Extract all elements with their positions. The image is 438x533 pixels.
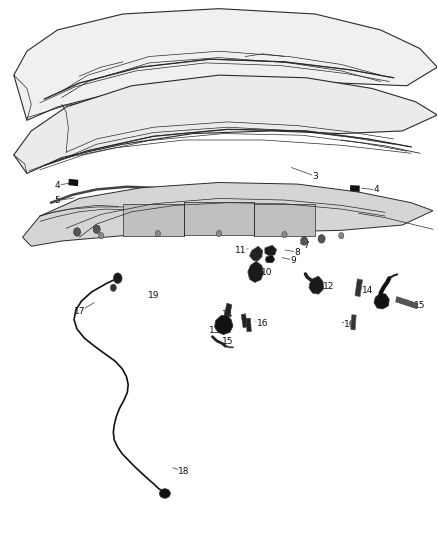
Circle shape [74,228,81,236]
Text: 7: 7 [72,231,78,240]
Text: 13: 13 [209,326,220,335]
FancyBboxPatch shape [184,201,254,235]
Polygon shape [241,314,247,328]
Circle shape [113,273,122,284]
Polygon shape [265,255,275,263]
Polygon shape [396,297,418,309]
Polygon shape [265,245,277,256]
Text: 8: 8 [295,248,300,257]
Bar [350,185,360,192]
Circle shape [318,235,325,243]
Circle shape [155,230,160,237]
Text: 19: 19 [148,291,159,300]
Text: 10: 10 [261,269,273,277]
Circle shape [282,231,287,238]
Bar [68,179,78,186]
Polygon shape [14,75,437,173]
Polygon shape [223,303,232,320]
Polygon shape [22,182,433,246]
Text: 2: 2 [229,108,235,117]
Text: 11: 11 [235,246,247,255]
Circle shape [216,230,222,237]
Circle shape [300,237,307,245]
Text: 12: 12 [322,282,334,291]
Polygon shape [215,316,233,335]
Text: 15: 15 [222,337,233,346]
Circle shape [110,284,117,292]
FancyBboxPatch shape [254,204,315,236]
Polygon shape [250,246,263,261]
Text: 18: 18 [178,467,190,475]
Circle shape [339,232,344,239]
Text: 15: 15 [414,301,426,310]
Polygon shape [246,318,251,332]
Ellipse shape [159,489,170,498]
Polygon shape [374,293,389,309]
Text: 14: 14 [222,310,233,319]
Circle shape [93,225,100,233]
Text: 3: 3 [312,172,318,181]
Text: 16: 16 [257,319,268,328]
Text: 20: 20 [178,189,190,198]
Text: 6: 6 [382,201,388,211]
Text: 9: 9 [290,256,296,264]
Text: 7: 7 [304,241,309,250]
Polygon shape [309,276,324,294]
Text: 13: 13 [379,296,391,305]
Polygon shape [14,9,437,120]
Polygon shape [355,279,363,297]
Text: 1: 1 [20,158,25,167]
Polygon shape [351,314,356,330]
Polygon shape [248,261,264,282]
Text: 17: 17 [74,307,85,316]
Text: 5: 5 [55,196,60,205]
Text: 4: 4 [55,181,60,190]
Text: 14: 14 [362,286,373,295]
Text: 16: 16 [344,320,356,329]
FancyBboxPatch shape [123,204,184,236]
Circle shape [99,232,104,239]
Text: 4: 4 [373,185,379,195]
